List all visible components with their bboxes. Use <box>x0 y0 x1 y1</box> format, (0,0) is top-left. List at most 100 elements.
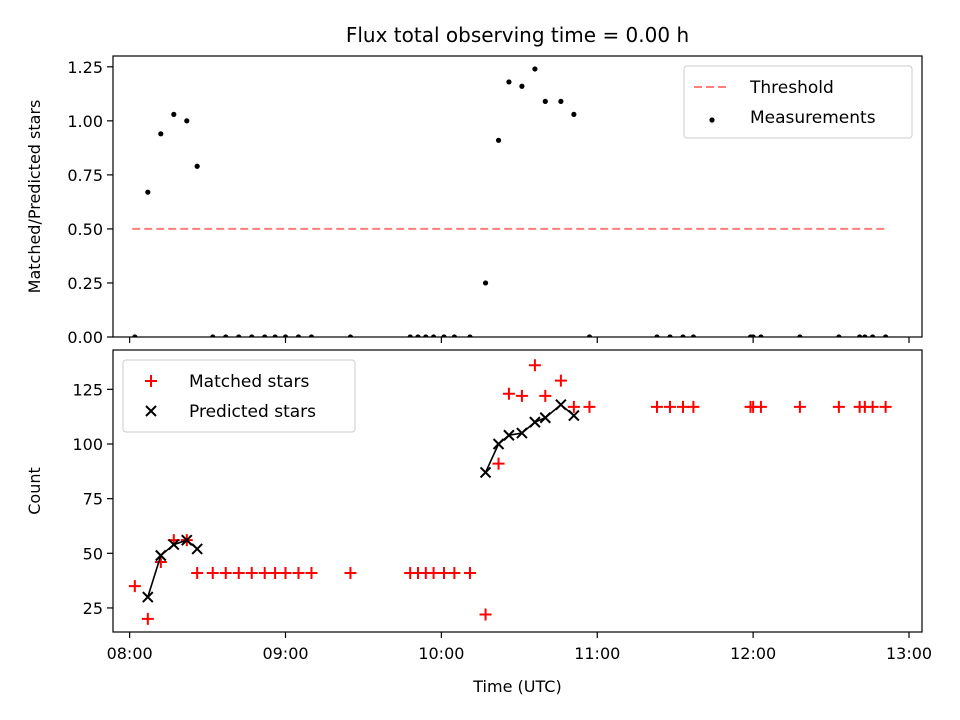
predicted-stars-point <box>479 466 492 479</box>
bottom-legend-box <box>122 359 356 433</box>
top-ytick-label: 0.75 <box>67 166 103 185</box>
measurements-point <box>680 334 686 337</box>
measurements-point <box>750 334 756 337</box>
bottom-xtick-label: 13:00 <box>886 644 932 663</box>
measurements-point <box>862 334 868 337</box>
measurements-point <box>542 98 548 104</box>
predicted-stars-point <box>168 538 180 551</box>
predicted-stars-point <box>155 549 167 562</box>
measurements-point <box>495 137 502 143</box>
matched-stars-point <box>191 566 204 579</box>
predicted-stars-point <box>568 409 580 422</box>
matched-stars-point <box>245 566 258 579</box>
measurements-point <box>558 98 564 104</box>
measurements-point <box>423 334 429 337</box>
matched-stars-point <box>676 400 689 413</box>
bottom-xtick-label: 11:00 <box>574 644 620 663</box>
matched-stars-point <box>292 566 305 579</box>
measurements-point <box>758 334 764 337</box>
measurements-point <box>519 83 525 89</box>
measurements-point <box>223 334 229 337</box>
bottom-ytick-label: 50 <box>83 544 103 563</box>
measurements-point <box>347 334 354 337</box>
measurements-point <box>506 79 512 85</box>
matched-stars-point <box>232 566 245 579</box>
measurements-point <box>158 131 164 137</box>
measurements-point <box>654 334 660 337</box>
matched-stars-point <box>528 359 541 372</box>
matched-stars-point <box>866 400 879 413</box>
top-legend: Threshold Measurements <box>683 65 913 139</box>
bottom-xtick-label: 09:00 <box>262 644 308 663</box>
predicted-stars-point <box>516 427 528 439</box>
measurements-point <box>667 334 673 337</box>
measurements-point <box>145 189 151 195</box>
matched-stars-point <box>427 566 440 579</box>
measurements-point <box>482 280 489 286</box>
threshold-legend-label: Threshold <box>749 78 834 98</box>
predicted-stars-point <box>555 398 567 411</box>
matched-stars-point <box>463 566 476 579</box>
top-panel: 0.00 0.25 0.50 0.75 1.00 1.25 Matched/Predicte… <box>25 23 923 347</box>
bottom-axes-frame <box>112 349 923 633</box>
matched-stars-point <box>879 400 892 413</box>
bottom-xlabel: Time (UTC) <box>472 677 561 696</box>
measurements-point <box>210 334 216 337</box>
matched-stars-point <box>344 566 357 579</box>
measurements-point <box>407 334 413 337</box>
bottom-legend: Matched stars Predicted stars <box>122 359 356 433</box>
measurements-point <box>282 334 289 337</box>
matched-stars-point <box>479 608 492 621</box>
matched-stars-point <box>492 457 505 470</box>
matched-stars-point <box>258 566 271 579</box>
measurements-point <box>308 334 315 337</box>
predicted-stars-point <box>529 416 541 428</box>
bottom-ytick-label: 125 <box>72 380 103 399</box>
matched-stars-point <box>554 374 567 387</box>
matched-stars-point <box>269 566 282 579</box>
bottom-xtick-label: 10:00 <box>418 644 464 663</box>
bottom-ytick-label: 100 <box>72 435 103 454</box>
top-data <box>132 66 889 337</box>
measurements-point <box>295 334 302 337</box>
bottom-ylabel: Count <box>25 467 44 515</box>
chart-title: Flux total observing time = 0.00 h <box>346 23 689 47</box>
measurements-point <box>171 111 177 117</box>
predicted-stars-point <box>492 438 505 450</box>
predicted-stars-point <box>191 543 203 555</box>
measurements-point <box>184 118 190 124</box>
matched-stars-point <box>515 389 528 402</box>
matched-stars-point <box>754 400 767 413</box>
measurements-point <box>430 334 437 337</box>
predicted-stars-legend-label: Predicted stars <box>189 402 316 422</box>
measurements-point <box>870 334 876 337</box>
matched-stars-point <box>128 580 141 593</box>
measurements-point <box>132 334 138 337</box>
matched-stars-point <box>567 400 580 413</box>
bottom-data <box>128 359 892 625</box>
measurements-point <box>467 334 473 337</box>
measurements-point <box>451 334 457 337</box>
matched-stars-legend-swatch <box>145 375 157 387</box>
measurements-point <box>586 334 593 337</box>
measurements-legend-swatch <box>709 117 715 123</box>
matched-stars-point <box>206 566 219 579</box>
bottom-panel: 25 50 75 100 125 08:00 09:00 10:00 11:00 12:00 13:… <box>25 349 932 696</box>
top-ylabel: Matched/Predicted stars <box>25 100 44 294</box>
measurements-point <box>532 66 538 72</box>
measurements-point <box>883 334 889 337</box>
measurements-point <box>249 334 255 337</box>
top-ytick-label: 1.00 <box>67 112 103 131</box>
bottom-xtick-label: 08:00 <box>107 644 153 663</box>
top-ytick-label: 1.25 <box>67 58 103 77</box>
matched-stars-point <box>437 566 450 579</box>
measurements-point <box>194 163 200 169</box>
matched-stars-point <box>539 389 552 402</box>
top-ytick-label: 0.50 <box>67 220 103 239</box>
matched-stars-point <box>141 612 154 625</box>
matched-stars-point <box>219 566 232 579</box>
bottom-xtick-label: 12:00 <box>730 644 776 663</box>
matched-stars-point <box>832 400 845 413</box>
predicted-stars-point <box>539 412 552 424</box>
